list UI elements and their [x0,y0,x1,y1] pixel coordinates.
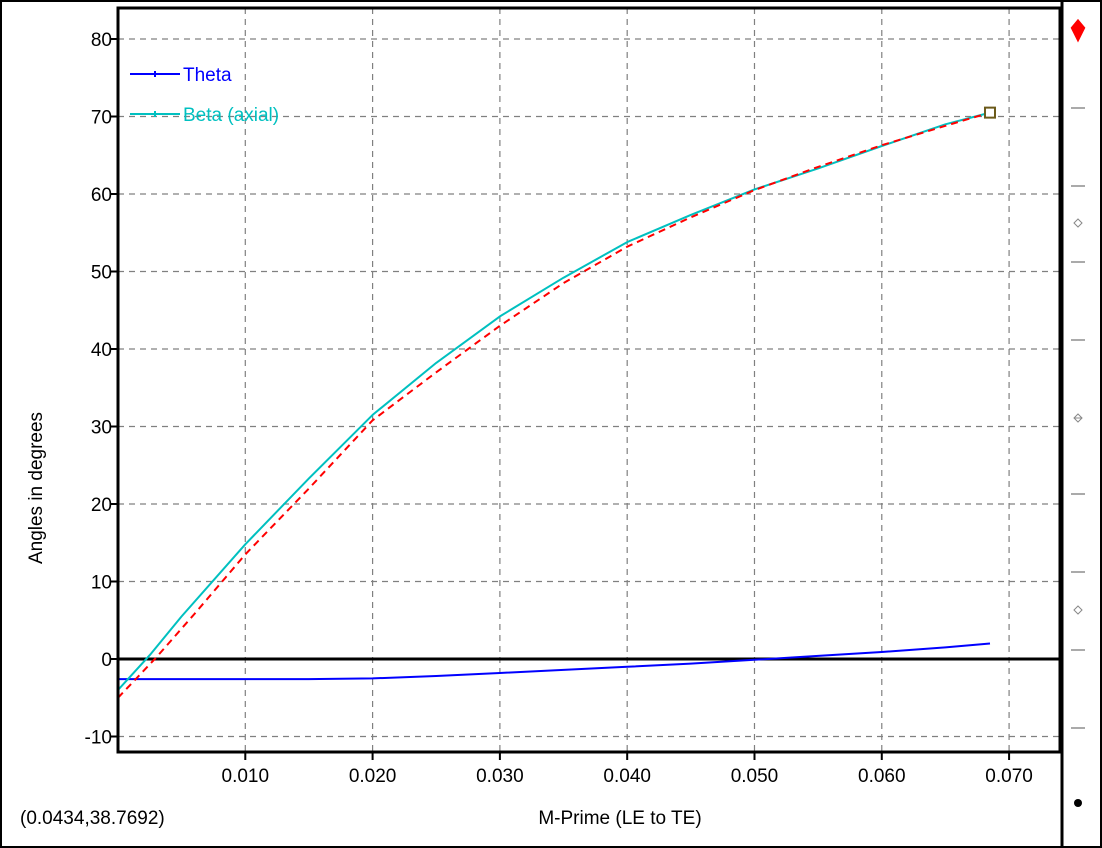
plot-border [116,6,1062,754]
legend: Theta Beta (axial) [130,65,279,126]
x-axis-ticks: 0.010 0.020 0.030 0.040 0.050 0.060 0.070 [222,752,1033,787]
legend-label: Beta (axial) [183,105,279,126]
control-point-layer[interactable] [983,106,996,119]
y-axis-label: Angles in degrees [26,412,47,564]
y-tick-label: 50 [91,263,112,284]
slider-thumb-red-icon[interactable] [1070,18,1086,43]
slider-marker-diamond-icon[interactable] [1073,605,1083,615]
y-tick-label: 0 [101,650,112,671]
series-layer [117,111,991,699]
x-tick-label: 0.020 [349,766,397,787]
y-tick-label: 80 [91,30,112,51]
x-tick-label: 0.040 [603,766,651,787]
control-point-handle[interactable] [983,106,996,119]
x-tick-label: 0.010 [222,766,270,787]
y-tick-label: 60 [91,185,112,206]
x-tick-label: 0.060 [858,766,906,787]
slider-marker-diamond-icon[interactable] [1073,218,1083,228]
vertical-slider[interactable] [1070,18,1086,807]
x-tick-label: 0.050 [731,766,779,787]
y-tick-label: -10 [85,728,112,749]
series-line-beta-axial [117,111,991,691]
fitted-curve-dashed [117,111,991,699]
y-axis-ticks: -10 0 10 20 30 40 50 60 70 80 [85,30,118,749]
legend-label: Theta [183,65,232,86]
x-tick-label: 0.030 [476,766,524,787]
y-tick-label: 20 [91,495,112,516]
slider-marker-diamond-icon[interactable] [1073,413,1083,423]
series-line-theta [118,642,991,681]
plot-area[interactable] [118,8,1060,752]
x-axis-label: M-Prime (LE to TE) [538,808,701,829]
coordinate-readout: (0.0434,38.7692) [20,808,165,829]
x-tick-label: 0.070 [985,766,1033,787]
y-tick-label: 70 [91,108,112,129]
y-tick-label: 30 [91,418,112,439]
slider-thumb-black-icon[interactable] [1074,799,1082,807]
y-tick-label: 40 [91,340,112,361]
y-tick-label: 10 [91,573,112,594]
